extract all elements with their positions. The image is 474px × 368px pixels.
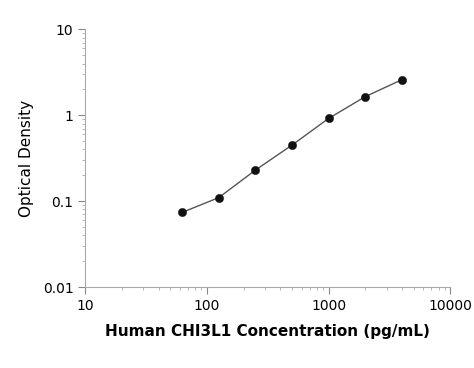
X-axis label: Human CHI3L1 Concentration (pg/mL): Human CHI3L1 Concentration (pg/mL): [105, 324, 430, 339]
Y-axis label: Optical Density: Optical Density: [19, 100, 35, 217]
